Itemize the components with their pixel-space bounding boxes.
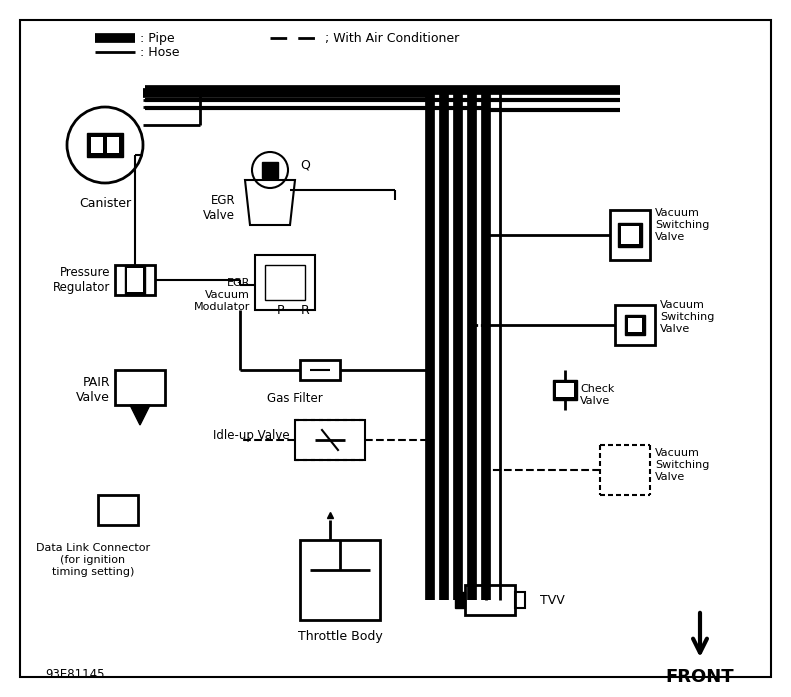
- Bar: [618, 223, 642, 247]
- Polygon shape: [130, 405, 150, 425]
- Text: Idle-up Valve: Idle-up Valve: [214, 429, 290, 441]
- Bar: [255, 255, 315, 310]
- Text: Check
Valve: Check Valve: [580, 384, 615, 406]
- Bar: [556, 383, 574, 397]
- Bar: [295, 420, 365, 460]
- Bar: [615, 305, 655, 345]
- Bar: [621, 226, 639, 244]
- Bar: [262, 162, 278, 178]
- Text: R: R: [301, 303, 309, 316]
- Text: Gas Filter: Gas Filter: [267, 392, 323, 405]
- Text: 93E81145: 93E81145: [45, 668, 104, 681]
- Bar: [115, 370, 165, 405]
- Bar: [455, 592, 465, 608]
- Text: P: P: [276, 303, 284, 316]
- Bar: [127, 268, 143, 292]
- Text: Pressure
Regulator: Pressure Regulator: [53, 266, 110, 294]
- Bar: [628, 318, 642, 332]
- Text: Canister: Canister: [79, 197, 131, 210]
- Text: EGR
Valve: EGR Valve: [203, 194, 235, 222]
- Bar: [553, 380, 577, 400]
- Bar: [98, 495, 138, 525]
- Text: TVV: TVV: [540, 594, 565, 606]
- Text: Vacuum
Switching
Valve: Vacuum Switching Valve: [655, 208, 710, 242]
- Text: Vacuum
Switching
Valve: Vacuum Switching Valve: [655, 448, 710, 482]
- Bar: [610, 210, 650, 260]
- Text: ; With Air Conditioner: ; With Air Conditioner: [325, 31, 460, 45]
- Text: : Pipe: : Pipe: [140, 31, 175, 45]
- Bar: [107, 137, 119, 153]
- Bar: [91, 137, 103, 153]
- Bar: [265, 265, 305, 300]
- Text: EGR
Vacuum
Modulator: EGR Vacuum Modulator: [194, 278, 250, 312]
- Bar: [300, 360, 340, 380]
- Bar: [87, 133, 123, 157]
- Text: FRONT: FRONT: [666, 668, 734, 686]
- Text: Vacuum
Switching
Valve: Vacuum Switching Valve: [660, 300, 714, 334]
- Text: Q: Q: [300, 158, 310, 171]
- Bar: [300, 540, 380, 620]
- Text: PAIR
Valve: PAIR Valve: [76, 376, 110, 404]
- Bar: [465, 585, 515, 615]
- Bar: [515, 592, 525, 608]
- Bar: [125, 265, 145, 295]
- Bar: [625, 315, 645, 335]
- Text: Throttle Body: Throttle Body: [297, 630, 382, 643]
- Bar: [115, 265, 155, 295]
- Text: Data Link Connector
(for ignition
timing setting): Data Link Connector (for ignition timing…: [36, 544, 150, 576]
- Text: : Hose: : Hose: [140, 45, 180, 59]
